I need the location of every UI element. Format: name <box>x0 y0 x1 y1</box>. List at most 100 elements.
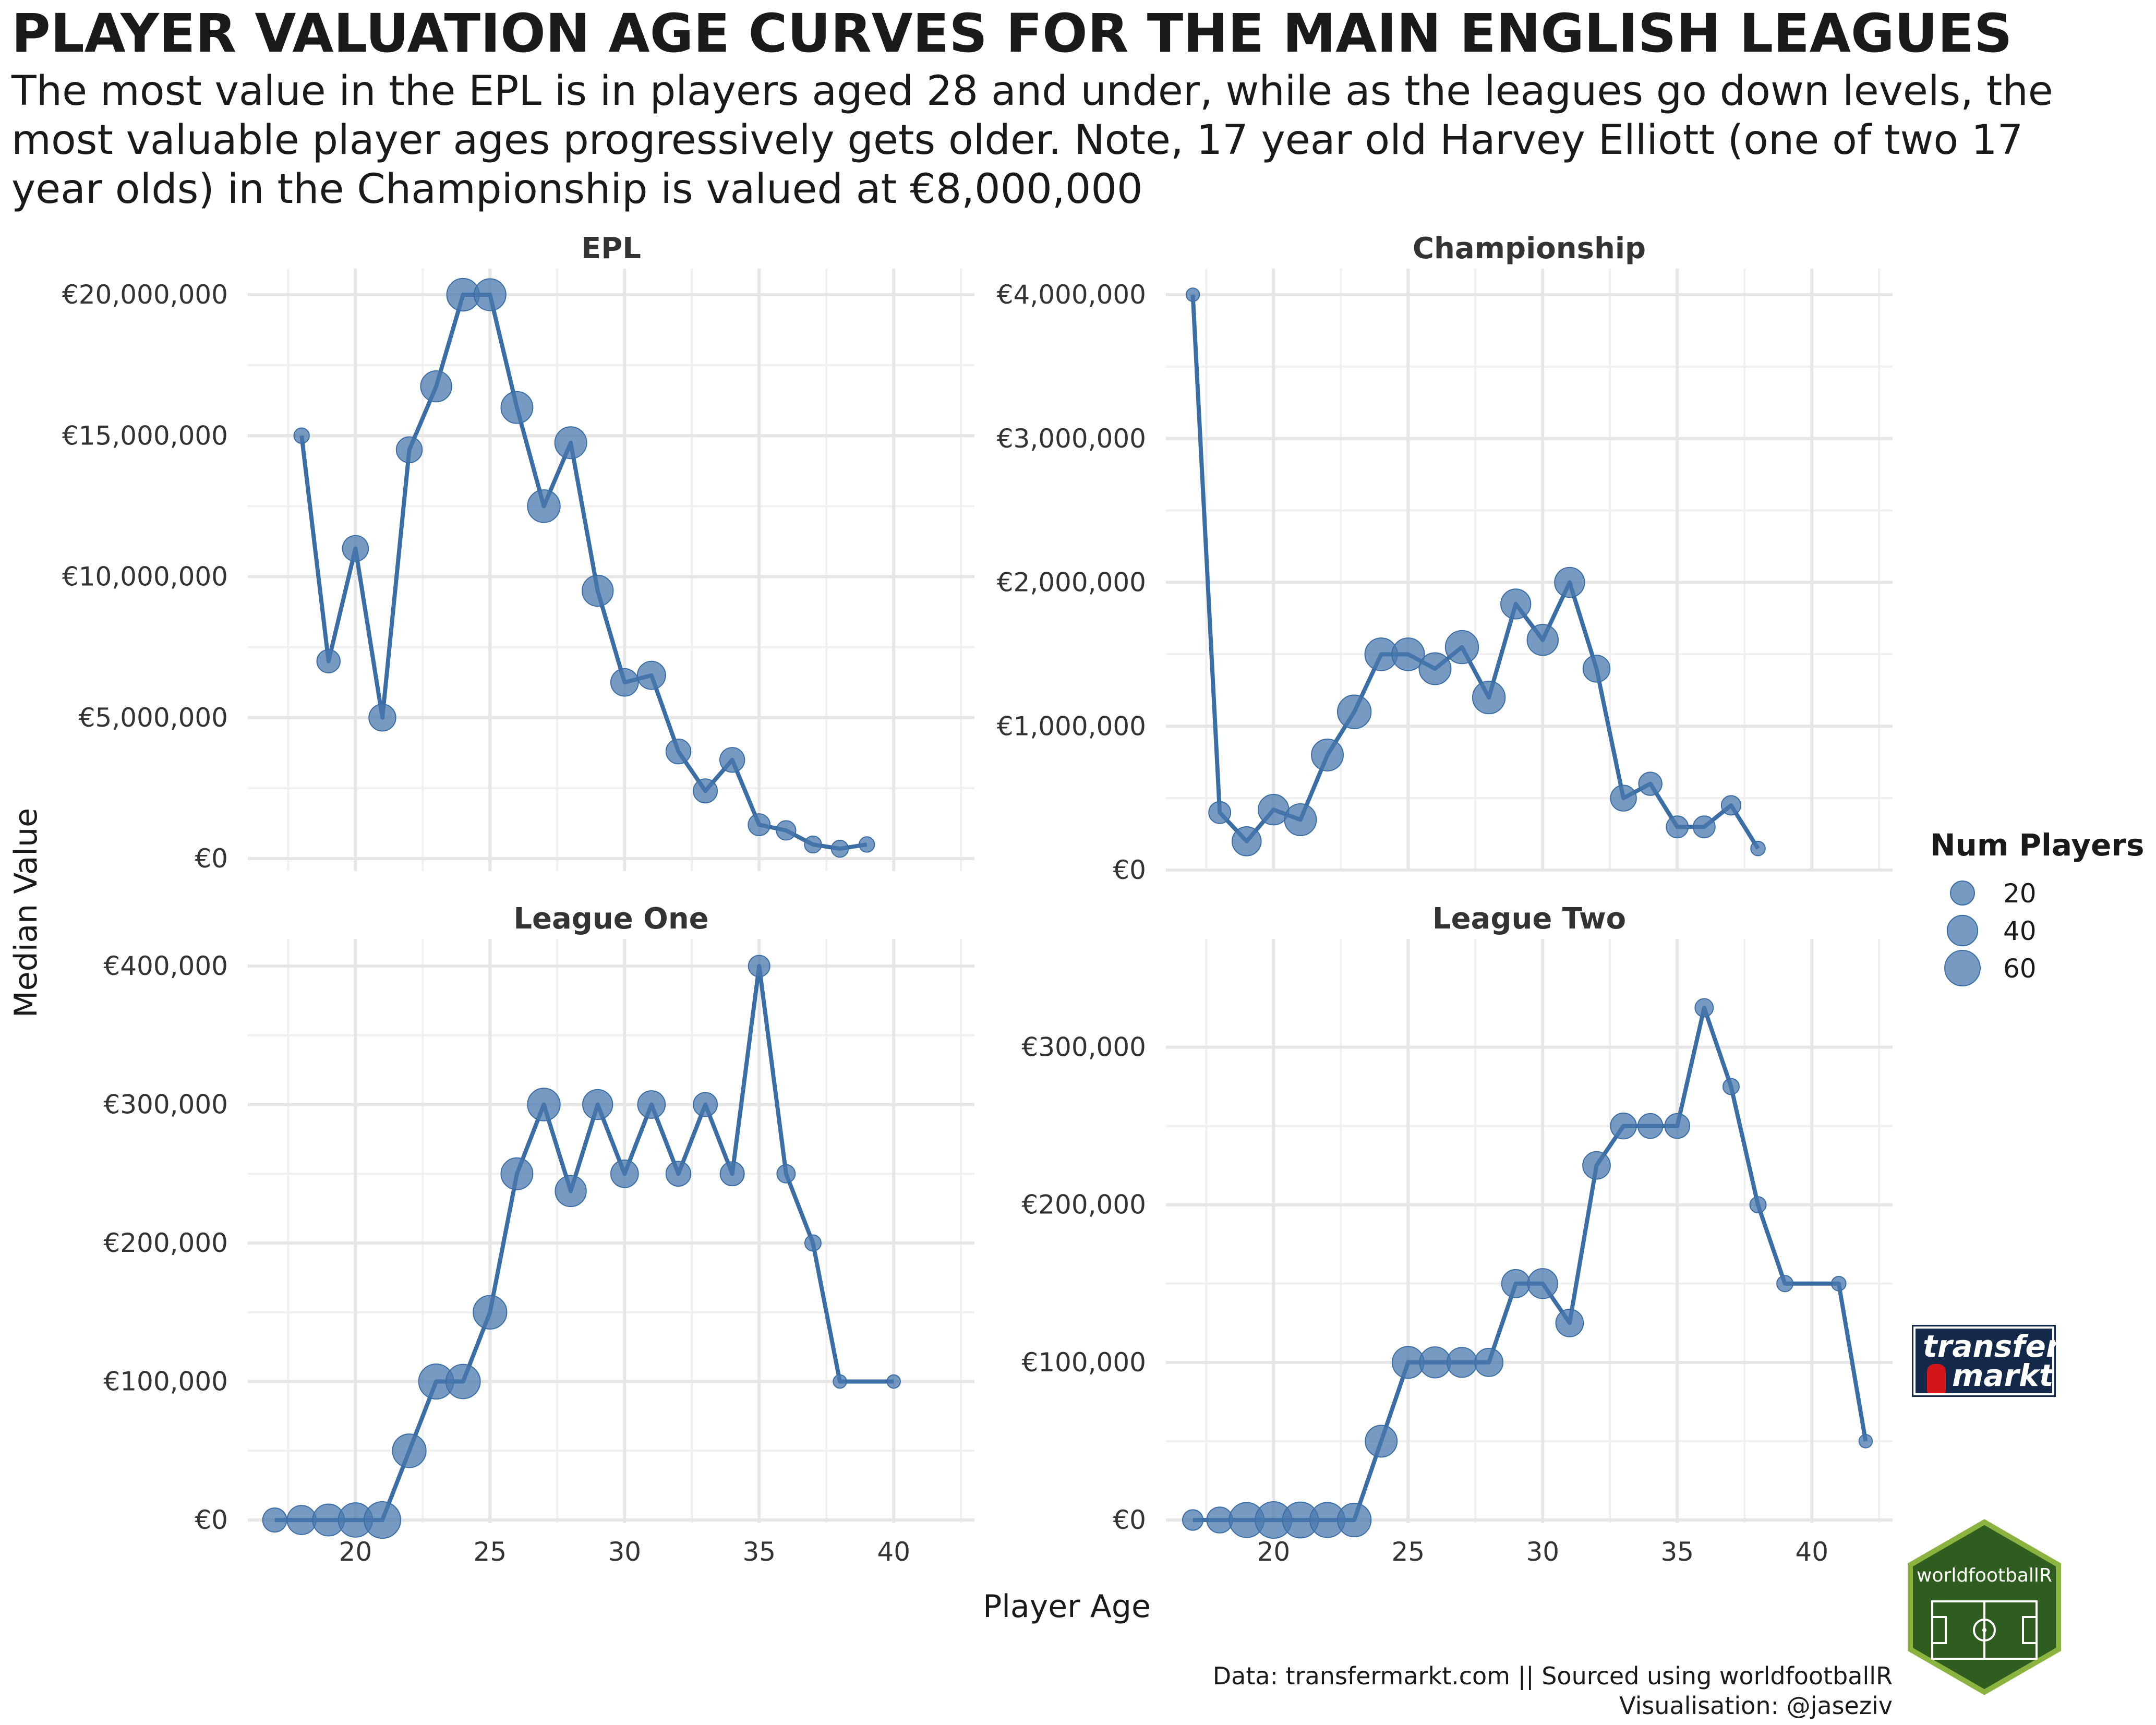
data-point <box>293 427 310 444</box>
data-point <box>1336 1502 1372 1538</box>
data-point <box>363 1501 401 1539</box>
data-point <box>1311 738 1344 771</box>
data-point <box>830 839 849 858</box>
legend-key <box>1950 880 1975 906</box>
x-tick-label: 35 <box>742 1537 776 1567</box>
x-tick-label: 20 <box>339 1537 372 1567</box>
data-point <box>636 660 666 690</box>
data-point <box>665 738 692 765</box>
data-point <box>500 1157 534 1190</box>
data-point <box>1692 815 1716 839</box>
data-point <box>1231 826 1262 857</box>
data-point <box>445 1364 481 1400</box>
data-point <box>1555 1308 1584 1337</box>
data-point <box>1722 1078 1740 1095</box>
data-point <box>1472 680 1506 715</box>
chart-title: PLAYER VALUATION AGE CURVES FOR THE MAIN… <box>11 3 2013 65</box>
x-tick-label: 25 <box>1392 1537 1425 1567</box>
data-point <box>342 535 369 562</box>
y-tick-label: €3,000,000 <box>997 424 1146 454</box>
legend-label: 60 <box>2003 954 2037 984</box>
data-point <box>1526 624 1559 656</box>
data-point <box>833 1374 847 1389</box>
data-point <box>1610 1112 1637 1140</box>
data-point <box>262 1507 287 1533</box>
data-point <box>719 1161 745 1187</box>
series-line-league-two <box>1193 1006 1868 1522</box>
data-point <box>804 835 822 854</box>
data-point <box>1391 637 1425 671</box>
data-point <box>1749 1196 1767 1214</box>
data-point <box>582 1089 613 1120</box>
source-caption: Data: transfermarkt.com || Sourced using… <box>1213 1661 1893 1721</box>
data-point <box>1182 1509 1204 1531</box>
data-point <box>420 370 452 403</box>
legend-title: Num Players <box>1930 827 2144 863</box>
y-tick-label: €0 <box>195 843 228 874</box>
data-point <box>776 1164 796 1184</box>
y-tick-label: €300,000 <box>1021 1032 1146 1063</box>
y-tick-label: €200,000 <box>1021 1190 1146 1220</box>
x-axis-title: Player Age <box>983 1588 1151 1625</box>
data-point <box>1365 1425 1398 1458</box>
data-point <box>637 1090 666 1119</box>
data-point <box>804 1234 822 1252</box>
data-point <box>1336 694 1372 729</box>
data-point <box>1858 1434 1873 1449</box>
worldfootballr-logo-text: worldfootballR <box>1917 1565 2052 1586</box>
x-tick-label: 25 <box>474 1537 507 1567</box>
chart-subtitle: The most value in the EPL is in players … <box>11 68 2053 213</box>
data-point <box>858 836 875 853</box>
transfermarkt-logo-line-1: transfer <box>1923 1329 2061 1364</box>
source-caption-line-1: Data: transfermarkt.com || Sourced using… <box>1212 1662 1893 1690</box>
panel-title-league-one: League One <box>513 902 708 936</box>
data-point <box>1418 652 1452 685</box>
player-figure-icon <box>1927 1364 1946 1393</box>
y-tick-label: €200,000 <box>103 1228 228 1258</box>
data-point <box>1446 1347 1478 1378</box>
data-point <box>555 1175 587 1208</box>
x-tick-label: 35 <box>1660 1537 1694 1567</box>
data-point <box>719 747 745 773</box>
data-point <box>473 1295 508 1330</box>
data-point <box>1776 1275 1794 1293</box>
data-point <box>1419 1346 1451 1379</box>
data-point <box>527 489 561 523</box>
y-tick-label: €1,000,000 <box>997 711 1146 741</box>
worldfootballr-hex-logo: worldfootballR <box>1907 1519 2062 1695</box>
data-point <box>1554 566 1585 598</box>
panel-title-league-two: League Two <box>1432 902 1626 936</box>
y-tick-label: €4,000,000 <box>997 280 1146 310</box>
transfermarkt-logo-line-2: markt <box>1952 1358 2054 1393</box>
panel-title-championship: Championship <box>1413 232 1646 266</box>
data-point <box>1185 287 1200 302</box>
data-point <box>1720 795 1742 816</box>
data-point <box>1444 630 1479 665</box>
data-point <box>1582 1151 1611 1180</box>
data-point <box>392 1433 427 1468</box>
data-point <box>1501 1269 1531 1298</box>
data-point <box>1610 785 1637 812</box>
data-point <box>1638 771 1663 796</box>
data-point <box>748 813 771 837</box>
legend-key <box>1944 950 1981 986</box>
data-point <box>286 1505 317 1535</box>
y-tick-label: €0 <box>195 1505 228 1535</box>
data-point <box>1284 803 1317 836</box>
y-tick-label: €0 <box>1113 855 1146 885</box>
data-point <box>316 649 341 673</box>
hexagon-pitch-icon <box>1908 1519 2061 1695</box>
y-axis-title: Median Value <box>8 808 44 1018</box>
data-point <box>500 391 534 424</box>
data-point <box>1831 1275 1847 1292</box>
data-point <box>610 668 639 697</box>
data-point <box>693 778 718 804</box>
x-tick-label: 20 <box>1257 1537 1291 1567</box>
y-tick-label: €5,000,000 <box>79 703 228 733</box>
legend-key <box>1946 914 1979 947</box>
data-point <box>1666 815 1689 839</box>
x-tick-label: 40 <box>877 1537 910 1567</box>
y-tick-label: €2,000,000 <box>997 568 1146 598</box>
data-point <box>886 1374 901 1389</box>
